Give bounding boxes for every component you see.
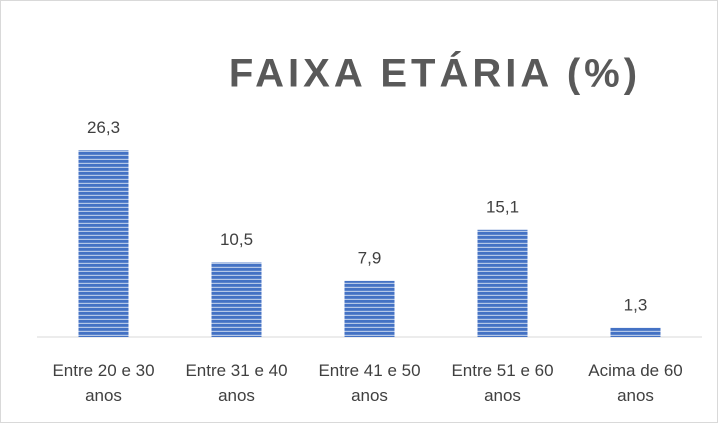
bar bbox=[610, 327, 661, 337]
bar bbox=[477, 229, 528, 337]
bar bbox=[344, 280, 395, 337]
x-tick-label: Entre 51 e 60 anos bbox=[451, 361, 554, 405]
x-tick-label: Acima de 60 anos bbox=[588, 361, 683, 405]
bar bbox=[78, 150, 129, 337]
data-label: 1,3 bbox=[624, 295, 648, 314]
x-tick-label: Entre 31 e 40 anos bbox=[185, 361, 288, 405]
data-label: 26,3 bbox=[87, 118, 120, 137]
x-tick-label: Entre 41 e 50 anos bbox=[318, 361, 421, 405]
x-tick-label: Entre 20 e 30 anos bbox=[52, 361, 155, 405]
bar bbox=[211, 262, 262, 337]
data-label: 15,1 bbox=[486, 197, 519, 216]
data-label: 7,9 bbox=[358, 248, 382, 267]
chart-title: FAIXA ETÁRIA (%) bbox=[229, 51, 641, 96]
data-label: 10,5 bbox=[220, 230, 253, 249]
